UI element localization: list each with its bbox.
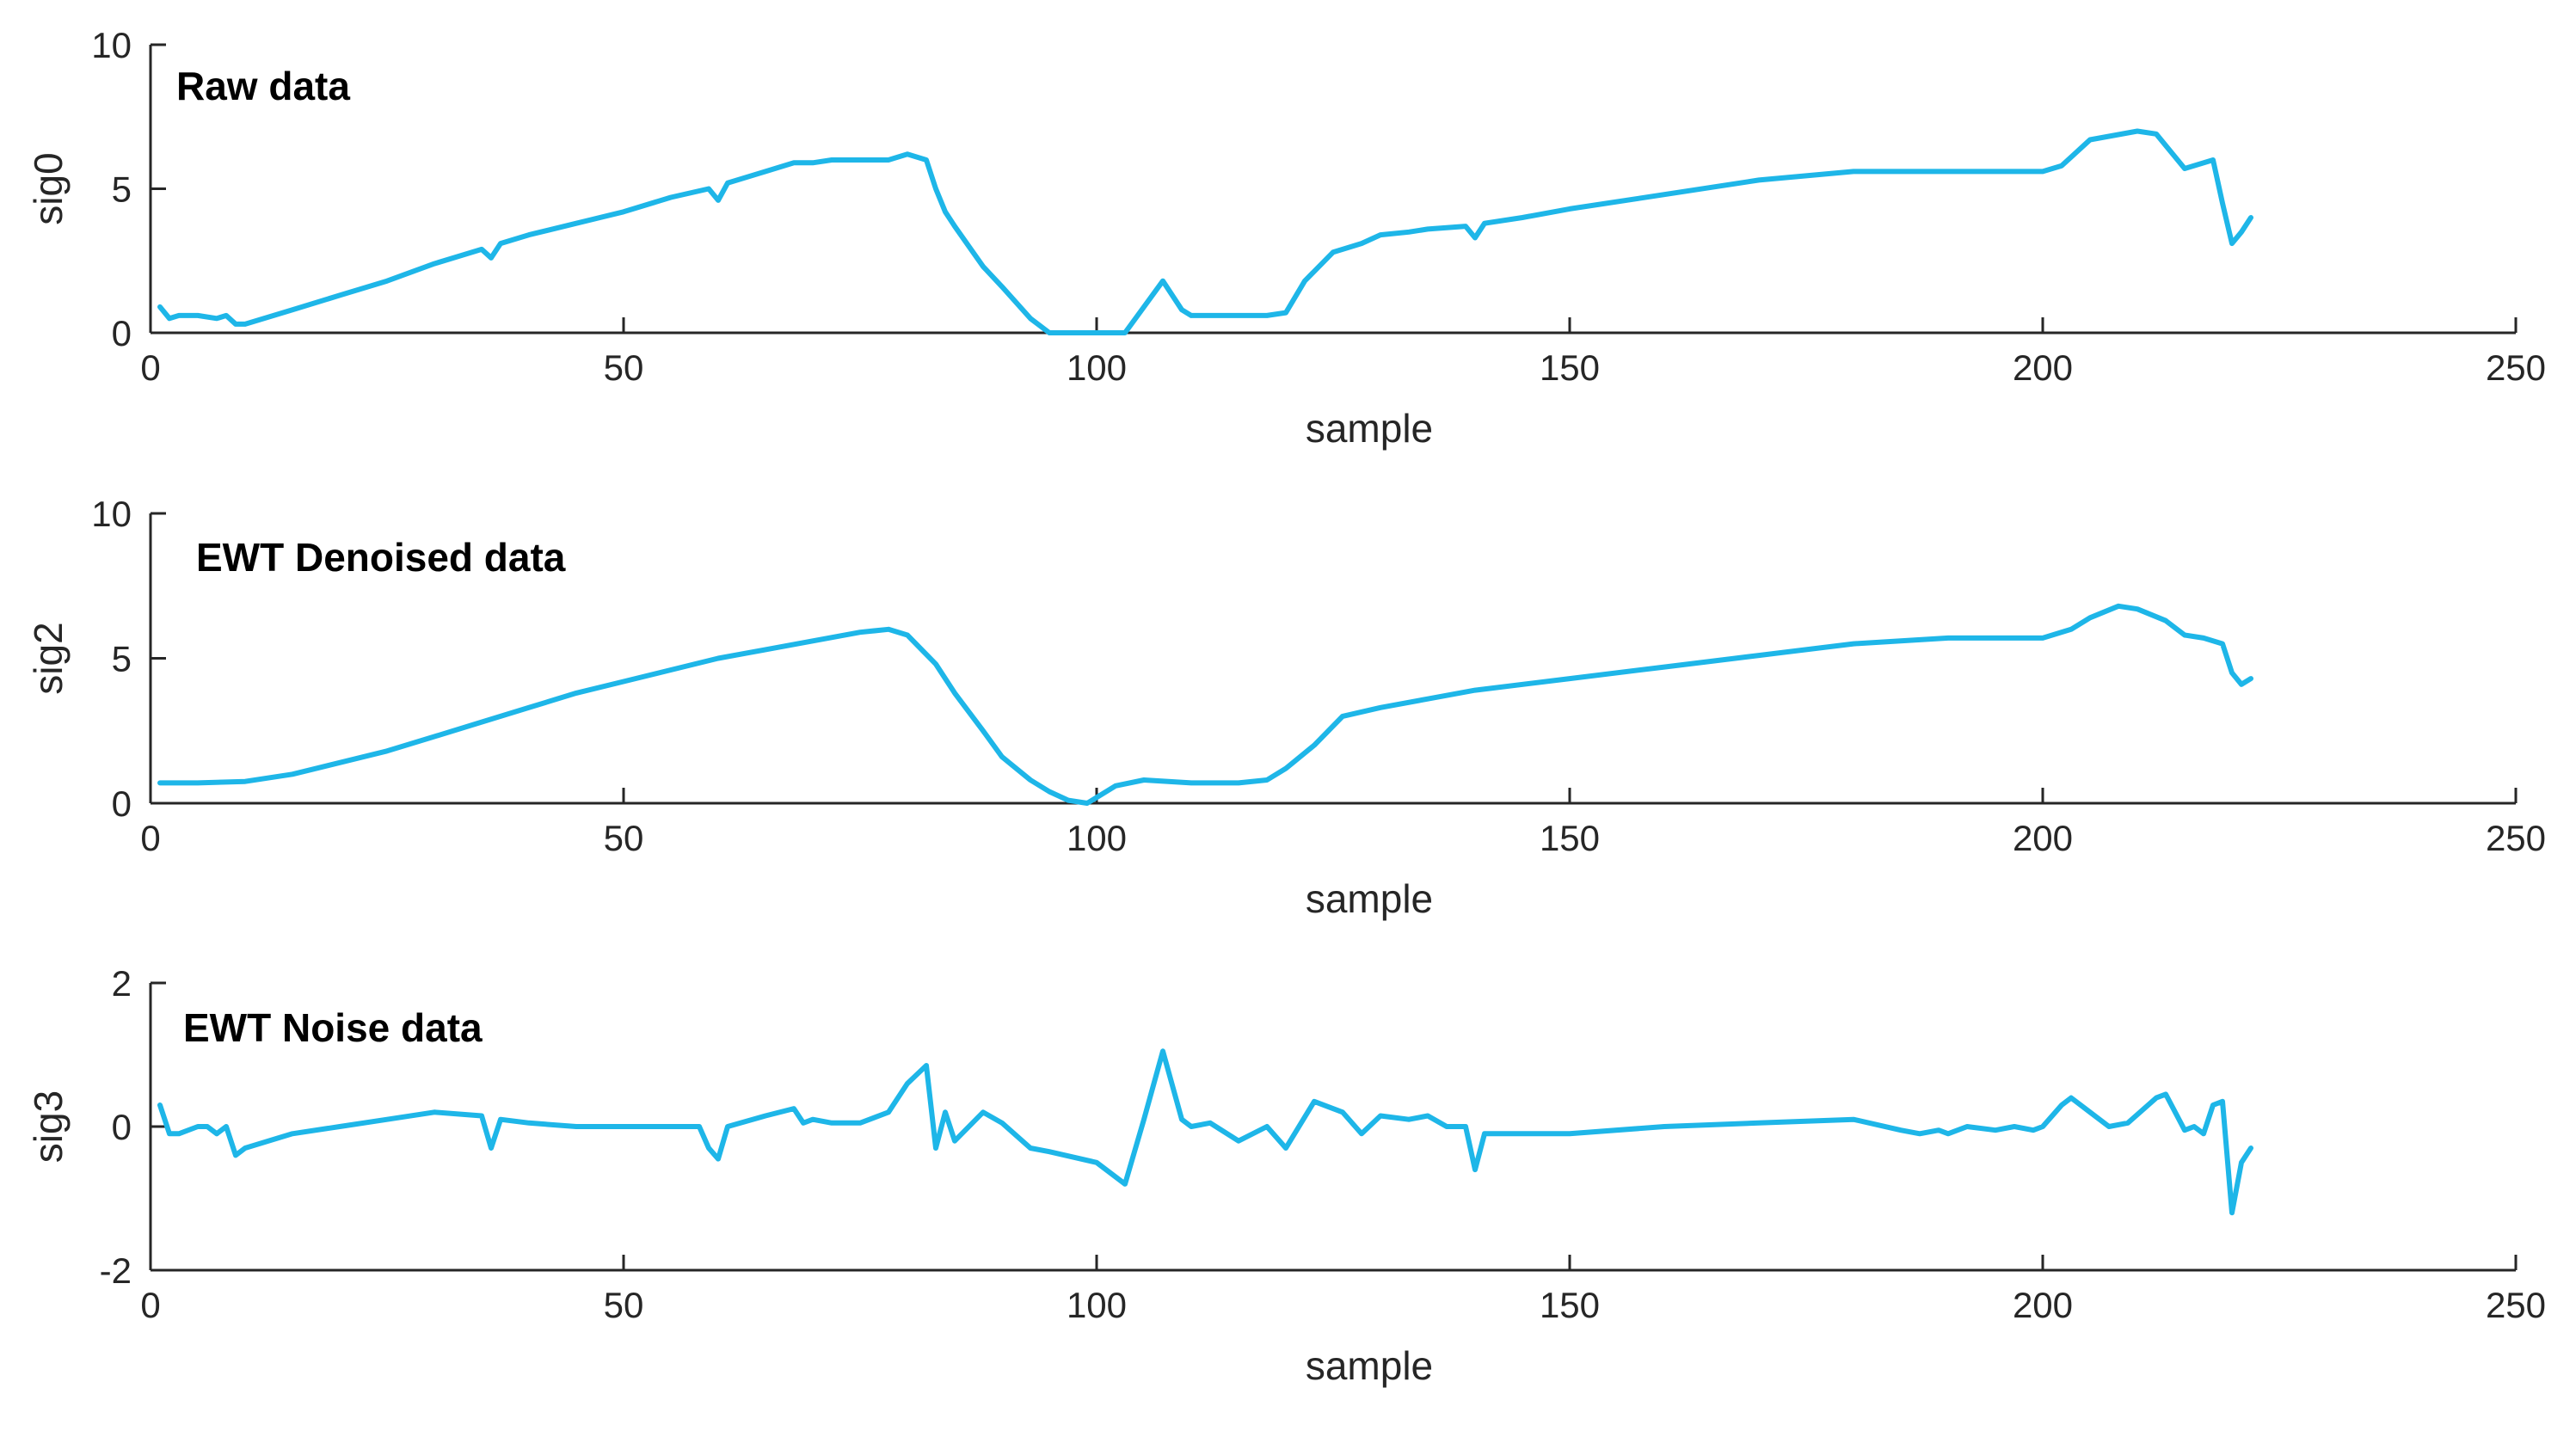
panel-title: EWT Denoised data xyxy=(196,535,566,580)
x-tick-label: 50 xyxy=(604,818,644,858)
ticks-group: 0 50 100 150 200 250 0 5 10 xyxy=(91,494,2546,858)
y-tick-label: 0 xyxy=(112,783,132,824)
x-axis-label: sample xyxy=(1306,876,1433,921)
y-axis-label: sig0 xyxy=(26,152,71,224)
x-tick-label: 0 xyxy=(140,818,160,858)
x-axis-label: sample xyxy=(1306,1343,1433,1388)
x-tick-label: 0 xyxy=(140,347,160,388)
y-tick-label: 5 xyxy=(112,639,132,679)
y-tick-label: 0 xyxy=(112,1107,132,1147)
x-tick-label: 100 xyxy=(1067,1285,1127,1325)
panel-ewt-denoised-data: 0 50 100 150 200 250 0 5 10 EWT Denoised data sa… xyxy=(26,494,2546,921)
panel-title: Raw data xyxy=(176,64,350,108)
x-tick-label: 250 xyxy=(2486,1285,2546,1325)
x-tick-label: 150 xyxy=(1540,818,1600,858)
x-tick-label: 150 xyxy=(1540,1285,1600,1325)
x-tick-label: 50 xyxy=(604,1285,644,1325)
series-line-sig2 xyxy=(157,603,2253,806)
x-tick-label: 100 xyxy=(1067,347,1127,388)
y-tick-label: 5 xyxy=(112,169,132,210)
x-tick-label: 200 xyxy=(2013,1285,2073,1325)
y-tick-label: 2 xyxy=(112,963,132,1004)
x-tick-label: 0 xyxy=(140,1285,160,1325)
series-line-sig3 xyxy=(157,1048,2253,1216)
x-tick-label: 250 xyxy=(2486,347,2546,388)
x-tick-label: 100 xyxy=(1067,818,1127,858)
x-tick-label: 200 xyxy=(2013,818,2073,858)
x-tick-label: 50 xyxy=(604,347,644,388)
x-tick-label: 250 xyxy=(2486,818,2546,858)
x-tick-label: 150 xyxy=(1540,347,1600,388)
y-tick-label: 0 xyxy=(112,313,132,353)
x-axis-label: sample xyxy=(1306,406,1433,451)
ticks-group: 0 50 100 150 200 250-202 xyxy=(100,963,2546,1325)
y-tick-label: -2 xyxy=(100,1250,132,1291)
panel-raw-data: 0 50 100 150 200 250 0 5 10 Raw data sample sig0 xyxy=(26,25,2546,451)
series-line-sig0 xyxy=(157,128,2253,335)
ticks-group: 0 50 100 150 200 250 0 5 10 xyxy=(91,25,2546,388)
y-axis-label: sig3 xyxy=(26,1090,71,1163)
x-tick-label: 200 xyxy=(2013,347,2073,388)
panel-ewt-noise-data: 0 50 100 150 200 250-202 EWT Noise data sampl… xyxy=(26,963,2546,1388)
y-tick-label: 10 xyxy=(91,494,132,534)
y-axis-label: sig2 xyxy=(26,622,71,694)
panel-title: EWT Noise data xyxy=(183,1005,483,1050)
y-tick-label: 10 xyxy=(91,25,132,65)
